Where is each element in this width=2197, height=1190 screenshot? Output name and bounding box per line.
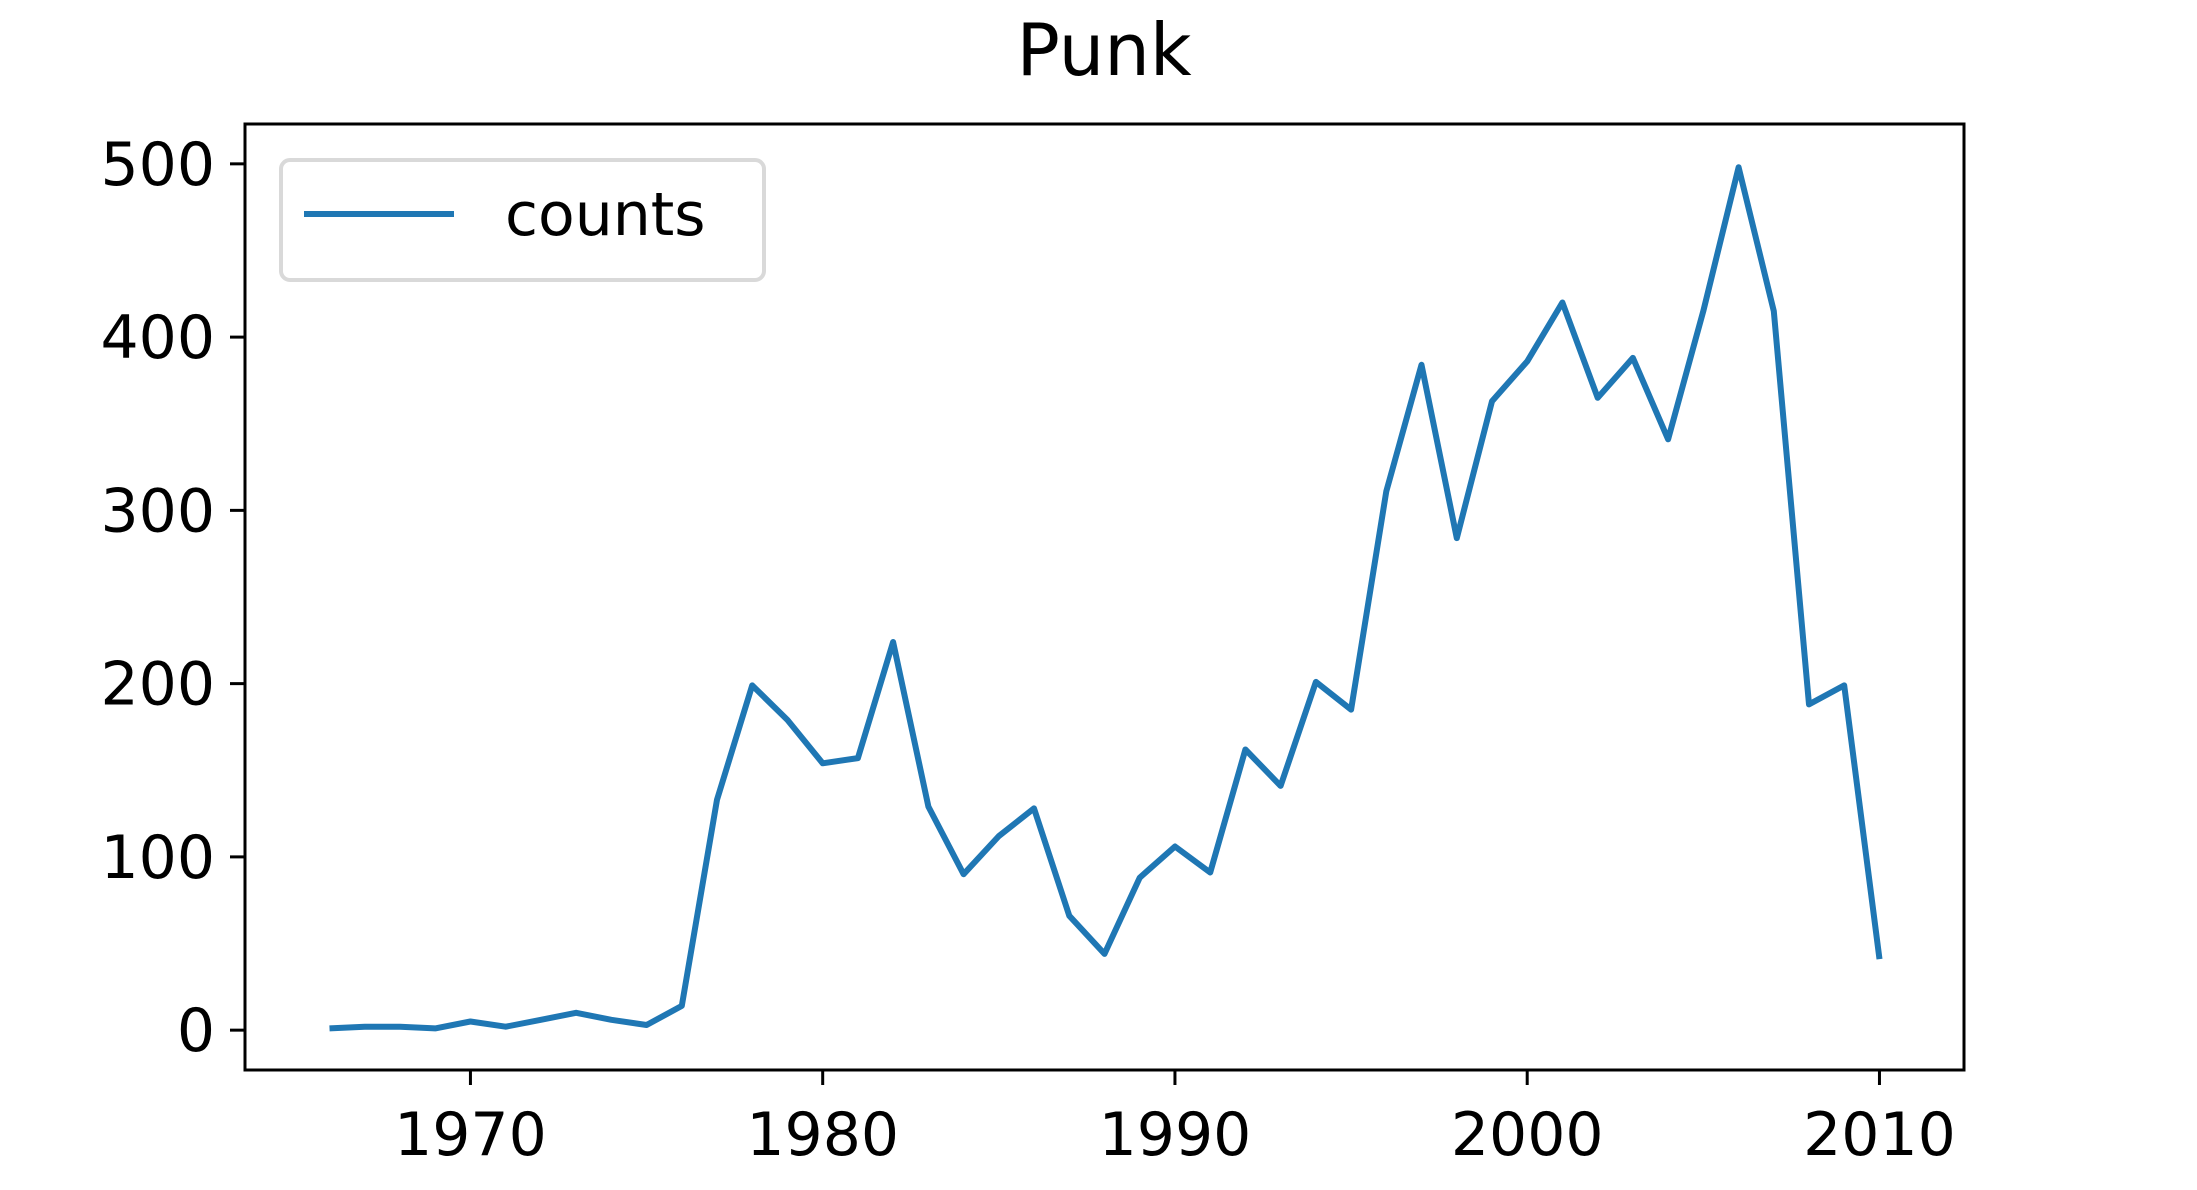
x-axis: 1970 1980 1990 2000 2010 — [394, 1070, 1956, 1170]
chart-title: Punk — [1016, 8, 1191, 92]
y-axis: 0 100 200 300 400 500 — [100, 130, 245, 1066]
y-tick-label-400: 400 — [100, 303, 215, 373]
x-tick-label-2000: 2000 — [1451, 1100, 1604, 1170]
series-layer — [329, 164, 1883, 1032]
x-tick-label-2010: 2010 — [1803, 1100, 1956, 1170]
x-tick-label-1980: 1980 — [746, 1100, 899, 1170]
series-line-counts — [329, 164, 1883, 1032]
y-tick-label-0: 0 — [177, 996, 215, 1066]
plot-area — [243, 122, 1966, 1072]
legend: counts — [279, 158, 766, 282]
y-tick-label-500: 500 — [100, 130, 215, 200]
y-tick-label-200: 200 — [100, 650, 215, 720]
legend-box — [279, 158, 766, 282]
legend-label: counts — [505, 180, 706, 250]
x-tick-label-1990: 1990 — [1099, 1100, 1252, 1170]
y-tick-label-300: 300 — [100, 476, 215, 546]
x-tick-label-1970: 1970 — [394, 1100, 547, 1170]
y-tick-label-100: 100 — [100, 823, 215, 893]
plot-frame — [243, 122, 1966, 1072]
